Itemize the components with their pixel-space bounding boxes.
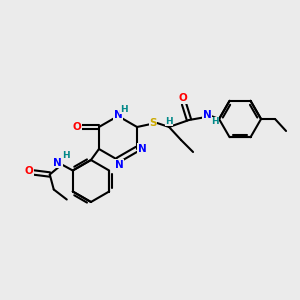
Text: O: O <box>24 167 33 176</box>
Text: H: H <box>62 151 70 160</box>
Text: N: N <box>114 110 122 120</box>
Text: H: H <box>211 118 219 127</box>
Text: O: O <box>73 122 81 132</box>
Text: O: O <box>179 93 188 103</box>
Text: N: N <box>115 160 123 170</box>
Text: N: N <box>53 158 62 167</box>
Text: N: N <box>203 110 212 120</box>
Text: S: S <box>149 118 157 128</box>
Text: H: H <box>165 116 173 125</box>
Text: N: N <box>138 144 146 154</box>
Text: H: H <box>120 104 128 113</box>
